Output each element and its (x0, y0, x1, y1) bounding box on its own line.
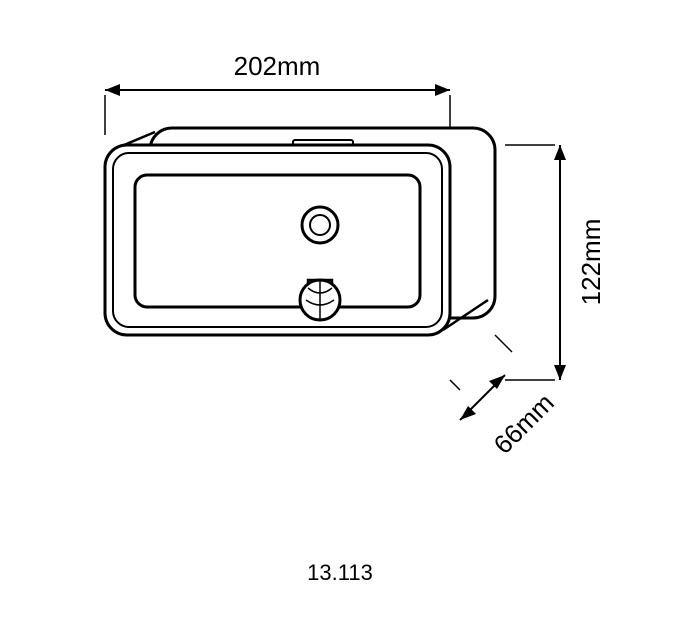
width-label: 202mm (234, 51, 321, 81)
pump-knob (300, 280, 340, 320)
width-dimension: 202mm (105, 51, 450, 135)
depth-label: 66mm (487, 387, 559, 459)
depth-dimension: 66mm (450, 335, 560, 460)
part-number: 13.113 (307, 560, 373, 585)
dimension-drawing: 202mm 122mm 66mm (0, 0, 680, 630)
height-label: 122mm (576, 219, 606, 306)
front-panel (135, 175, 420, 307)
dispenser-body (105, 128, 495, 335)
height-dimension: 122mm (505, 145, 606, 380)
